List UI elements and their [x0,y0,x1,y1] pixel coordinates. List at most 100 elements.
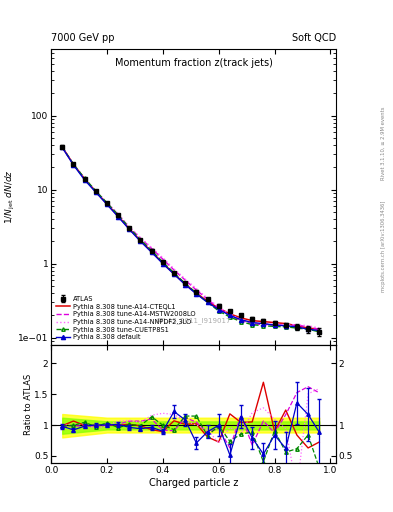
Pythia 8.308 tune-A14-NNPDF2.3LO [261,321,266,327]
Pythia 8.308 tune-CUETP8S1 [261,323,266,329]
Pythia 8.308 tune-A14-MSTW2008LO [116,211,121,218]
Pythia 8.308 tune-A14-MSTW2008LO [172,267,176,273]
Pythia 8.308 tune-A14-MSTW2008LO [82,176,87,182]
Pythia 8.308 default [138,238,143,244]
Pythia 8.308 default [71,162,76,168]
Pythia 8.308 default [149,249,154,255]
Pythia 8.308 default [105,201,109,207]
Pythia 8.308 tune-A14-NNPDF2.3LO [71,161,76,167]
Pythia 8.308 tune-CUETP8S1 [294,325,299,331]
Pythia 8.308 tune-A14-MSTW2008LO [306,324,310,330]
Pythia 8.308 tune-A14-MSTW2008LO [228,312,232,318]
Pythia 8.308 tune-A14-MSTW2008LO [317,326,321,332]
Pythia 8.308 tune-CUETP8S1 [160,259,165,265]
Pythia 8.308 tune-A14-CTEQL1 [172,271,176,277]
Pythia 8.308 tune-A14-NNPDF2.3LO [116,211,121,217]
Pythia 8.308 tune-A14-NNPDF2.3LO [194,286,199,292]
Pythia 8.308 tune-A14-MSTW2008LO [261,322,266,328]
Pythia 8.308 tune-A14-NNPDF2.3LO [105,199,109,205]
Pythia 8.308 default [239,316,243,323]
Pythia 8.308 tune-A14-NNPDF2.3LO [239,316,243,323]
Text: Soft QCD: Soft QCD [292,33,336,42]
Pythia 8.308 tune-A14-CTEQL1 [149,249,154,255]
Pythia 8.308 tune-CUETP8S1 [272,324,277,330]
Pythia 8.308 default [250,319,255,326]
Pythia 8.308 tune-A14-CTEQL1 [239,315,243,321]
Pythia 8.308 tune-A14-NNPDF2.3LO [172,266,176,272]
Y-axis label: $1/N_\mathrm{jet}\ dN/dz$: $1/N_\mathrm{jet}\ dN/dz$ [4,169,17,224]
Pythia 8.308 tune-A14-MSTW2008LO [194,287,199,293]
Pythia 8.308 tune-CUETP8S1 [172,270,176,276]
Pythia 8.308 default [116,214,121,220]
Text: mcplots.cern.ch [arXiv:1306.3436]: mcplots.cern.ch [arXiv:1306.3436] [381,200,386,291]
Pythia 8.308 tune-A14-CTEQL1 [317,326,321,332]
Pythia 8.308 default [317,328,321,334]
Pythia 8.308 tune-A14-CTEQL1 [60,144,64,150]
Text: ATLAS_2011_I919017: ATLAS_2011_I919017 [156,317,231,324]
Pythia 8.308 tune-A14-NNPDF2.3LO [60,144,64,151]
Pythia 8.308 tune-A14-MSTW2008LO [250,321,255,327]
X-axis label: Charged particle z: Charged particle z [149,478,238,488]
Pythia 8.308 tune-A14-MSTW2008LO [105,200,109,206]
Pythia 8.308 tune-CUETP8S1 [228,314,232,320]
Pythia 8.308 tune-A14-CTEQL1 [160,260,165,266]
Pythia 8.308 default [228,312,232,318]
Pythia 8.308 tune-A14-CTEQL1 [194,290,199,296]
Pythia 8.308 tune-CUETP8S1 [183,281,187,287]
Pythia 8.308 default [306,326,310,332]
Pythia 8.308 tune-A14-MSTW2008LO [239,317,243,324]
Pythia 8.308 tune-CUETP8S1 [105,200,109,206]
Pythia 8.308 tune-A14-NNPDF2.3LO [160,254,165,261]
Pythia 8.308 default [294,324,299,330]
Pythia 8.308 default [172,271,176,278]
Pythia 8.308 tune-CUETP8S1 [71,161,76,167]
Pythia 8.308 tune-A14-NNPDF2.3LO [272,321,277,327]
Pythia 8.308 tune-A14-CTEQL1 [71,161,76,167]
Pythia 8.308 tune-A14-MSTW2008LO [294,322,299,328]
Pythia 8.308 tune-A14-MSTW2008LO [138,235,143,241]
Pythia 8.308 default [283,323,288,329]
Pythia 8.308 tune-A14-MSTW2008LO [127,224,132,230]
Pythia 8.308 tune-A14-MSTW2008LO [149,245,154,251]
Pythia 8.308 tune-CUETP8S1 [216,308,221,314]
Pythia 8.308 tune-A14-CTEQL1 [250,317,255,324]
Text: Rivet 3.1.10, ≥ 2.9M events: Rivet 3.1.10, ≥ 2.9M events [381,106,386,180]
Pythia 8.308 tune-A14-CTEQL1 [216,305,221,311]
Text: Momentum fraction z(track jets): Momentum fraction z(track jets) [115,57,272,68]
Pythia 8.308 tune-A14-CTEQL1 [228,311,232,317]
Pythia 8.308 tune-CUETP8S1 [283,324,288,330]
Pythia 8.308 tune-A14-MSTW2008LO [94,188,98,194]
Pythia 8.308 tune-A14-CTEQL1 [306,325,310,331]
Pythia 8.308 tune-A14-MSTW2008LO [71,161,76,167]
Pythia 8.308 tune-A14-MSTW2008LO [160,256,165,262]
Pythia 8.308 default [160,261,165,267]
Pythia 8.308 default [183,282,187,288]
Legend: ATLAS, Pythia 8.308 tune-A14-CTEQL1, Pythia 8.308 tune-A14-MSTW2008LO, Pythia 8.: ATLAS, Pythia 8.308 tune-A14-CTEQL1, Pyt… [54,294,197,342]
Pythia 8.308 tune-A14-CTEQL1 [94,188,98,195]
Pythia 8.308 tune-A14-NNPDF2.3LO [149,244,154,250]
Pythia 8.308 tune-CUETP8S1 [194,290,199,296]
Pythia 8.308 tune-A14-MSTW2008LO [272,322,277,328]
Pythia 8.308 tune-A14-NNPDF2.3LO [306,323,310,329]
Pythia 8.308 tune-CUETP8S1 [82,175,87,181]
Pythia 8.308 tune-A14-NNPDF2.3LO [127,224,132,230]
Pythia 8.308 tune-CUETP8S1 [60,144,64,150]
Pythia 8.308 tune-A14-CTEQL1 [294,323,299,329]
Pythia 8.308 default [261,321,266,327]
Pythia 8.308 tune-A14-NNPDF2.3LO [283,322,288,328]
Pythia 8.308 tune-A14-CTEQL1 [138,238,143,244]
Pythia 8.308 tune-CUETP8S1 [239,318,243,325]
Pythia 8.308 tune-A14-NNPDF2.3LO [138,234,143,241]
Pythia 8.308 tune-A14-MSTW2008LO [283,322,288,328]
Pythia 8.308 tune-A14-CTEQL1 [205,298,210,304]
Line: Pythia 8.308 tune-A14-MSTW2008LO: Pythia 8.308 tune-A14-MSTW2008LO [62,147,319,329]
Pythia 8.308 default [205,300,210,306]
Pythia 8.308 tune-A14-NNPDF2.3LO [317,325,321,331]
Pythia 8.308 tune-A14-CTEQL1 [127,226,132,232]
Pythia 8.308 default [82,177,87,183]
Pythia 8.308 tune-A14-MSTW2008LO [205,296,210,303]
Pythia 8.308 tune-CUETP8S1 [149,247,154,253]
Pythia 8.308 default [60,144,64,151]
Pythia 8.308 tune-CUETP8S1 [94,188,98,194]
Pythia 8.308 tune-A14-CTEQL1 [105,201,109,207]
